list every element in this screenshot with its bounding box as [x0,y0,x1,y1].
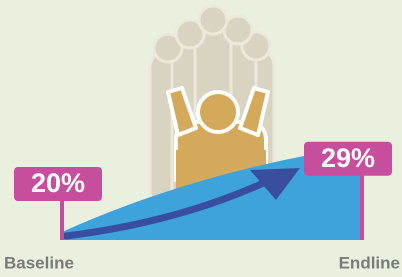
value-label: 29% [321,143,375,173]
value-label: 20% [31,168,85,198]
category-label: Endline [339,253,400,272]
infographic: 20% Baseline 29% Endline [0,0,402,277]
category-label: Baseline [4,253,74,272]
